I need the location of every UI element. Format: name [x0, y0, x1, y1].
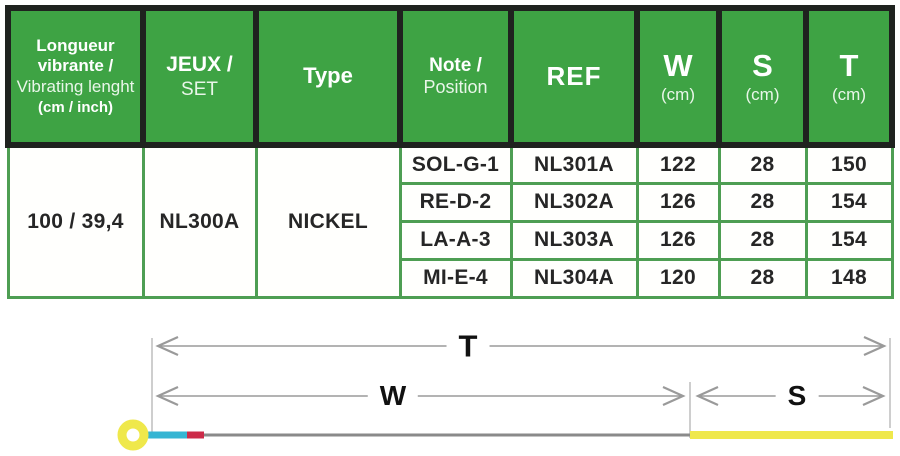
- cell-t: 154: [804, 181, 894, 223]
- header-note-position: Note / Position: [397, 5, 514, 148]
- header-text: (cm): [661, 85, 695, 105]
- t-dimension-label: T: [446, 330, 490, 362]
- cell-note: RE-D-2: [398, 181, 513, 223]
- dimension-diagram-drawing: [117, 335, 893, 451]
- table-row: MI-E-4 NL304A 120 28 148: [8, 257, 894, 299]
- arrow-left-icon: [695, 385, 719, 407]
- arrow-left-icon: [155, 335, 179, 357]
- header-text: REF: [546, 60, 602, 91]
- cell-set: NL300A: [141, 143, 258, 299]
- header-s: S (cm): [716, 5, 809, 148]
- cell-type: NICKEL: [254, 143, 402, 299]
- cell-ref: NL301A: [509, 143, 639, 185]
- cell-w: 122: [635, 143, 721, 185]
- cell-s: 28: [717, 143, 808, 185]
- header-text: T: [839, 48, 859, 84]
- arrow-right-icon: [862, 385, 886, 407]
- table-row: RE-D-2 NL302A 126 28 154: [8, 181, 894, 223]
- arrow-left-icon: [155, 385, 179, 407]
- header-row: Longueur vibrante / Vibrating lenght (cm…: [5, 5, 895, 148]
- header-w: W (cm): [634, 5, 722, 148]
- cell-w: 126: [635, 181, 721, 223]
- header-vibrating-length: Longueur vibrante / Vibrating lenght (cm…: [5, 5, 146, 148]
- header-t: T (cm): [803, 5, 895, 148]
- cell-ref: NL304A: [509, 257, 639, 299]
- header-text: Longueur vibrante /: [36, 35, 115, 76]
- cell-t: 150: [804, 143, 894, 185]
- header-set: JEUX / SET: [140, 5, 259, 148]
- table-row: 100 / 39,4 NL300A NICKEL SOL-G-1 NL301A …: [6, 143, 894, 299]
- dimension-diagram: T W S: [0, 306, 900, 456]
- header-text: W: [663, 48, 693, 84]
- cell-s: 28: [717, 257, 808, 299]
- header-text: S: [752, 48, 773, 84]
- header-text: Type: [303, 63, 353, 89]
- arrow-right-icon: [662, 385, 686, 407]
- cell-note: LA-A-3: [398, 219, 513, 261]
- string-spec-table: Longueur vibrante / Vibrating lenght (cm…: [5, 5, 895, 299]
- cell-ref: NL303A: [509, 219, 639, 261]
- cell-w: 120: [635, 257, 721, 299]
- header-text: Vibrating lenght: [16, 77, 135, 97]
- s-dimension-label: S: [775, 382, 819, 410]
- w-dimension-label: W: [367, 382, 419, 410]
- cell-note: SOL-G-1: [398, 143, 513, 185]
- cell-t: 148: [804, 257, 894, 299]
- string-loop-end-icon: [117, 419, 149, 451]
- header-text: SET: [181, 78, 218, 100]
- header-text: (cm): [745, 85, 780, 105]
- header-text: (cm): [832, 85, 866, 105]
- header-text: JEUX /: [166, 53, 233, 77]
- arrow-right-icon: [863, 335, 887, 357]
- table-row: LA-A-3 NL303A 126 28 154: [8, 219, 894, 261]
- cell-s: 28: [717, 219, 808, 261]
- header-text: (cm / inch): [37, 98, 113, 116]
- cell-ref: NL302A: [509, 181, 639, 223]
- cell-vibrating-length: 100 / 39,4: [6, 143, 145, 299]
- header-text: Position: [423, 77, 488, 98]
- header-text: Note /: [429, 54, 482, 76]
- cell-s: 28: [717, 181, 808, 223]
- header-ref: REF: [508, 5, 640, 148]
- cell-t: 154: [804, 219, 894, 261]
- cell-w: 126: [635, 219, 721, 261]
- cell-note: MI-E-4: [398, 257, 513, 299]
- header-type: Type: [253, 5, 403, 148]
